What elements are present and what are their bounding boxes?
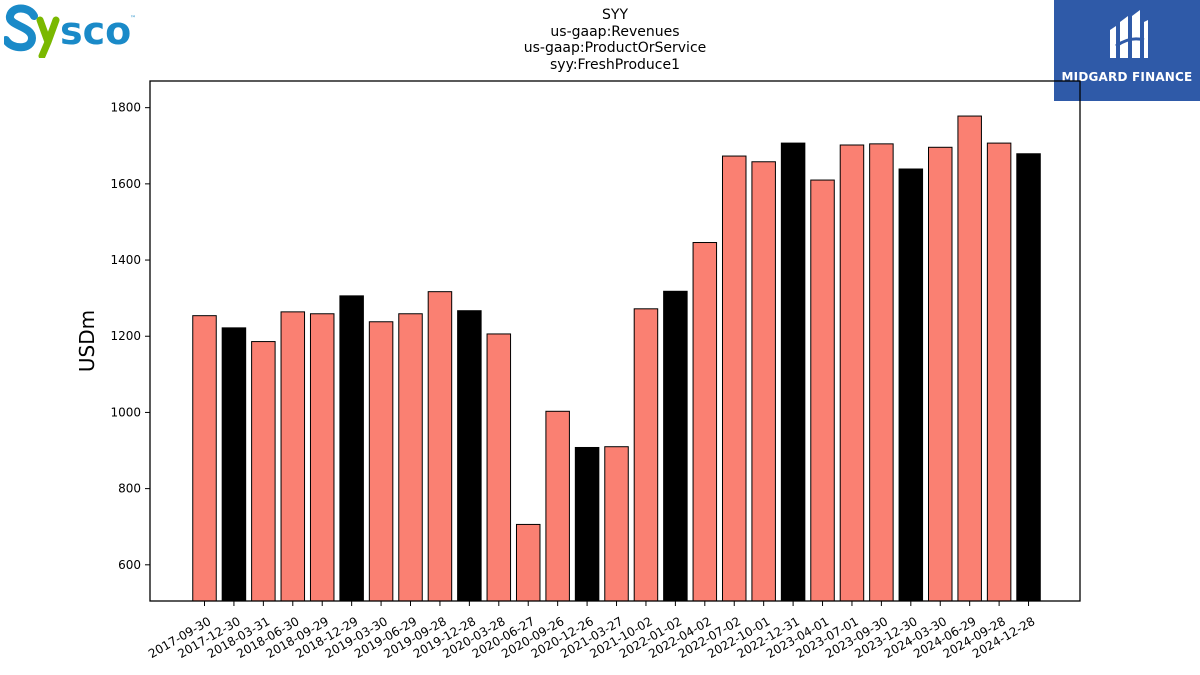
bar-2024-12-28: [1016, 153, 1041, 602]
bar-2018-03-31: [251, 341, 276, 602]
bar-2017-12-30: [221, 327, 247, 602]
bar-2019-09-28: [427, 291, 453, 602]
svg-text:™: ™: [130, 15, 136, 22]
chart-title-line: us-gaap:ProductOrService: [523, 40, 707, 56]
bar-2021-03-27: [604, 446, 629, 602]
bar-2024-09-28: [986, 142, 1012, 602]
plot-frame: [149, 80, 1081, 602]
bar-2023-04-01: [810, 179, 835, 602]
bar-2019-03-30: [368, 321, 394, 602]
y-tick-label: 1000: [110, 405, 141, 419]
midgard-finance-label: MIDGARD FINANCE: [1061, 70, 1193, 84]
sysco-logo: sco ™: [2, 2, 139, 60]
bar-2017-09-30: [192, 315, 217, 602]
bar-2020-06-27: [515, 523, 541, 602]
chart-title-line: us-gaap:Revenues: [550, 23, 680, 40]
bar-2022-10-01: [751, 161, 776, 602]
bars-group: [192, 115, 1041, 602]
y-tick-label: 800: [118, 482, 141, 496]
bar-2019-06-29: [398, 313, 423, 602]
bar-2020-12-26: [574, 446, 600, 602]
bar-2020-09-26: [545, 410, 570, 602]
chart-title-line: SYY: [602, 7, 628, 23]
midgard-finance-logo: MIDGARD FINANCE: [1054, 0, 1200, 101]
chart-title: SYY us-gaap:Revenues us-gaap:ProductOrSe…: [480, 7, 750, 73]
bar-2022-04-02: [692, 242, 718, 602]
sysco-logo-icon: sco ™: [2, 4, 136, 60]
bar-2023-09-30: [869, 143, 894, 602]
bar-2022-01-02: [663, 290, 688, 602]
chart-title-line: syy:FreshProduce1: [549, 56, 680, 73]
bar-2019-12-28: [457, 310, 482, 602]
bar-2018-09-29: [309, 313, 335, 602]
bar-2024-06-29: [957, 115, 982, 602]
x-axis: 2017-09-302017-12-302018-03-312018-06-30…: [146, 601, 1037, 661]
y-tick-label: 1800: [110, 101, 141, 115]
bar-2023-12-30: [898, 168, 924, 602]
y-axis-label: USDm: [75, 310, 99, 372]
bar-2022-12-31: [780, 142, 806, 602]
y-tick-label: 1200: [110, 329, 141, 343]
bar-2018-06-30: [280, 311, 306, 602]
bar-2022-07-02: [721, 155, 747, 602]
y-tick-label: 1600: [110, 177, 141, 191]
bar-2023-07-01: [839, 144, 865, 602]
bar-2018-12-29: [339, 295, 364, 602]
y-tick-label: 1400: [110, 253, 141, 267]
bar-2020-03-28: [486, 333, 512, 602]
midgard-emblem-icon: [1110, 10, 1148, 58]
y-tick-label: 600: [118, 558, 141, 572]
bar-2021-10-02: [633, 308, 659, 602]
y-axis: 600 800 1000 1200 1400 1600 1800: [110, 101, 150, 572]
svg-text:sco: sco: [60, 9, 131, 53]
bar-2024-03-30: [928, 146, 953, 602]
